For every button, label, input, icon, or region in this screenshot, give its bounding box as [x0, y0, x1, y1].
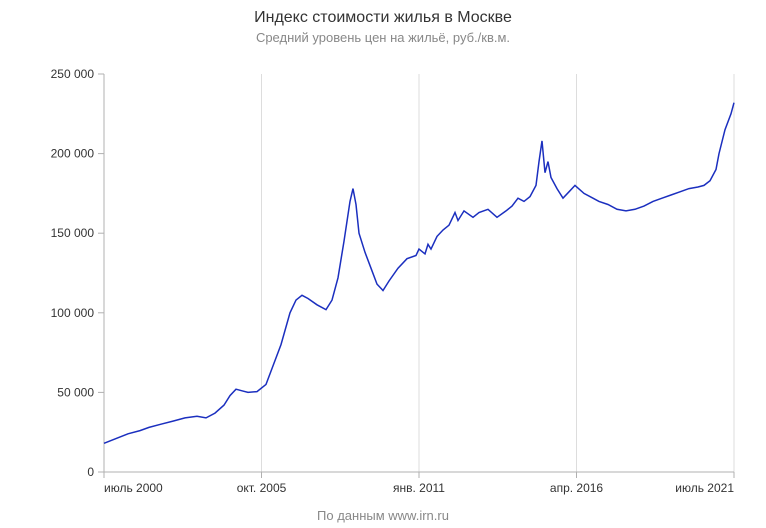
chart-container: Индекс стоимости жилья в Москве Средний …	[0, 0, 766, 528]
y-tick-label: 200 000	[51, 147, 95, 161]
x-tick-label: июль 2021	[675, 481, 734, 495]
chart-subtitle: Средний уровень цен на жильё, руб./кв.м.	[256, 30, 510, 45]
x-tick-label: окт. 2005	[237, 481, 287, 495]
chart-svg: Индекс стоимости жилья в Москве Средний …	[0, 0, 766, 528]
chart-credit: По данным www.irn.ru	[317, 508, 449, 523]
y-tick-label: 250 000	[51, 67, 95, 81]
y-tick-label: 50 000	[57, 385, 94, 399]
y-tick-labels: 0 50 000 100 000 150 000 200 000 250 000	[51, 67, 95, 479]
x-tick-labels: июль 2000 окт. 2005 янв. 2011 апр. 2016 июль…	[104, 481, 734, 495]
y-tick-label: 0	[87, 465, 94, 479]
gridlines	[104, 74, 734, 472]
x-tick-label: апр. 2016	[550, 481, 604, 495]
y-tick-label: 150 000	[51, 226, 95, 240]
chart-title: Индекс стоимости жилья в Москве	[254, 9, 512, 26]
x-tick-label: июль 2000	[104, 481, 163, 495]
y-tick-label: 100 000	[51, 306, 95, 320]
x-tick-label: янв. 2011	[393, 481, 445, 495]
